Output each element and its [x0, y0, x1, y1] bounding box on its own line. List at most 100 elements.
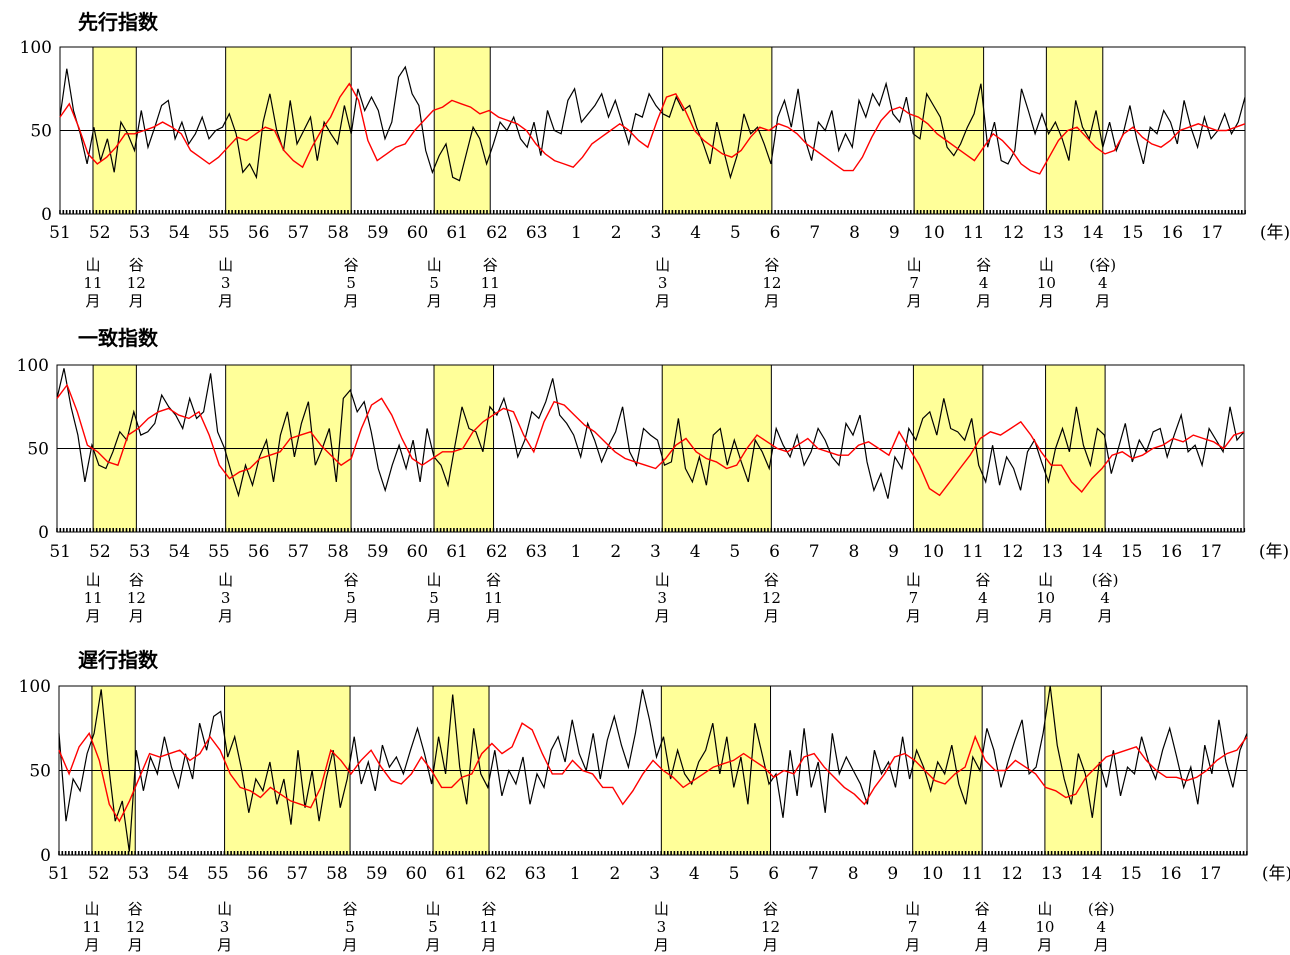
turning-point-type: 山	[655, 256, 670, 274]
turning-point-unit: 月	[764, 292, 779, 310]
y-tick-label: 0	[38, 523, 49, 543]
turning-point-unit: 月	[486, 607, 501, 625]
x-tick-label: 63	[526, 223, 548, 243]
x-tick-label: 16	[1160, 864, 1182, 884]
turning-point-type: 山	[426, 900, 441, 918]
x-tick-label: 56	[248, 542, 270, 562]
x-tick-label: 12	[1001, 864, 1023, 884]
turning-point-unit: 月	[1037, 936, 1052, 954]
x-tick-label: 12	[1002, 542, 1024, 562]
x-tick-label: 10	[922, 864, 944, 884]
x-tick-label: 3	[650, 223, 661, 243]
turning-point-unit: 月	[129, 292, 144, 310]
turning-point-unit: 月	[975, 936, 990, 954]
turning-point-type: 谷	[128, 900, 143, 918]
series-line-monthly	[59, 65, 1246, 182]
x-tick-label: 56	[248, 223, 270, 243]
x-tick-label: 59	[367, 223, 389, 243]
turning-point-type: 谷	[129, 571, 144, 589]
x-tick-label: 55	[208, 223, 230, 243]
turning-point-unit: 月	[426, 936, 441, 954]
turning-point-unit: 月	[1039, 292, 1054, 310]
x-tick-label: 17	[1200, 542, 1222, 562]
turning-point-type: 山	[1039, 256, 1054, 274]
x-tick-label: 14	[1081, 542, 1103, 562]
x-tick-label: 56	[247, 864, 269, 884]
x-tick-label: 17	[1200, 864, 1222, 884]
turning-point-month: 11	[481, 274, 500, 292]
x-tick-label: 58	[327, 542, 349, 562]
turning-point-month: 5	[429, 274, 439, 292]
turning-point-type: 山	[427, 571, 442, 589]
turning-point-month: 10	[1036, 589, 1055, 607]
turning-point-unit: 月	[1038, 607, 1053, 625]
turning-point-type: 谷	[344, 571, 359, 589]
x-tick-label: 6	[770, 223, 781, 243]
turning-point-unit: 月	[763, 936, 778, 954]
x-tick-label: 2	[611, 223, 622, 243]
turning-point-unit: 月	[217, 936, 232, 954]
turning-point-type: (谷)	[1088, 900, 1115, 918]
x-tick-label: 8	[848, 542, 859, 562]
y-tick-label: 100	[17, 356, 49, 376]
turning-point-month: 7	[908, 918, 918, 936]
turning-point-month: 12	[127, 589, 146, 607]
x-tick-label: 54	[168, 223, 190, 243]
x-tick-label: 17	[1201, 223, 1223, 243]
turning-point-type: 山	[86, 571, 101, 589]
x-tick-label: 3	[649, 864, 660, 884]
y-tick-label: 0	[40, 846, 51, 866]
y-tick-label: 50	[27, 440, 49, 460]
turning-point-unit: 月	[907, 292, 922, 310]
turning-point-unit: 月	[218, 292, 233, 310]
x-tick-label: 4	[689, 864, 700, 884]
x-tick-label: 1	[571, 542, 582, 562]
turning-point-month: 3	[657, 918, 667, 936]
turning-point-type: 山	[84, 900, 99, 918]
x-tick-label: 62	[486, 542, 508, 562]
x-axis-unit: (年)	[1262, 864, 1290, 884]
turning-point-month: 3	[658, 274, 668, 292]
series-line-monthly	[58, 685, 1248, 852]
turning-point-unit: 月	[1098, 607, 1113, 625]
turning-point-unit: 月	[85, 292, 100, 310]
turning-point-month: 3	[221, 274, 231, 292]
turning-point-month: 12	[762, 589, 781, 607]
x-tick-label: 8	[848, 864, 859, 884]
series-line-smoothed	[59, 82, 1246, 175]
x-tick-label: 55	[207, 864, 229, 884]
x-tick-label: 55	[208, 542, 230, 562]
x-tick-label: 7	[808, 864, 819, 884]
x-tick-label: 8	[849, 223, 860, 243]
x-tick-label: 61	[445, 864, 467, 884]
turning-point-month: 12	[126, 918, 145, 936]
x-tick-label: 9	[889, 223, 900, 243]
turning-point-unit: 月	[86, 607, 101, 625]
turning-point-unit: 月	[1094, 936, 1109, 954]
y-tick-label: 50	[29, 762, 51, 782]
x-tick-label: 53	[129, 223, 151, 243]
turning-point-unit: 月	[764, 607, 779, 625]
y-tick-label: 0	[41, 205, 52, 225]
x-tick-label: 7	[809, 223, 820, 243]
x-tick-label: 63	[525, 864, 547, 884]
x-tick-label: 63	[526, 542, 548, 562]
x-tick-label: 54	[168, 542, 190, 562]
x-tick-label: 59	[366, 864, 388, 884]
turning-point-month: 5	[346, 589, 356, 607]
x-tick-label: 57	[286, 864, 308, 884]
turning-point-month: 11	[484, 589, 503, 607]
x-tick-label: 53	[129, 542, 151, 562]
turning-point-type: 谷	[763, 900, 778, 918]
x-tick-label: 14	[1082, 223, 1104, 243]
x-tick-label: 13	[1041, 542, 1063, 562]
turning-point-type: 山	[906, 571, 921, 589]
x-tick-label: 3	[650, 542, 661, 562]
turning-point-unit: 月	[427, 292, 442, 310]
turning-point-unit: 月	[218, 607, 233, 625]
x-tick-label: 52	[89, 542, 111, 562]
turning-point-unit: 月	[906, 607, 921, 625]
x-tick-label: 6	[768, 864, 779, 884]
turning-point-month: 4	[977, 918, 987, 936]
